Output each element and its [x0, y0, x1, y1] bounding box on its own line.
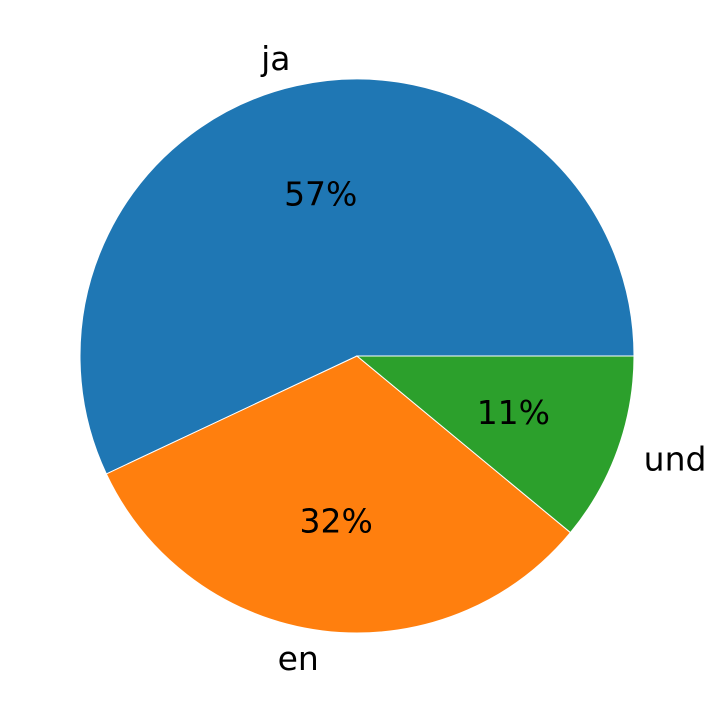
pie-slice-ja	[79, 78, 635, 475]
pie-percent-label-ja: 57%	[284, 174, 357, 213]
pie-slice-en	[105, 355, 572, 634]
pie-category-label-und: und	[644, 440, 707, 479]
slices-layer	[79, 78, 635, 634]
pie-category-label-en: en	[278, 639, 319, 678]
pie-percent-label-en: 32%	[299, 501, 372, 540]
pie-slice-und	[355, 355, 635, 534]
pie-category-label-ja: ja	[260, 39, 290, 78]
labels-layer: 57% ja 32% en 11% und	[260, 39, 706, 678]
pie-percent-label-und: 11%	[477, 393, 550, 432]
